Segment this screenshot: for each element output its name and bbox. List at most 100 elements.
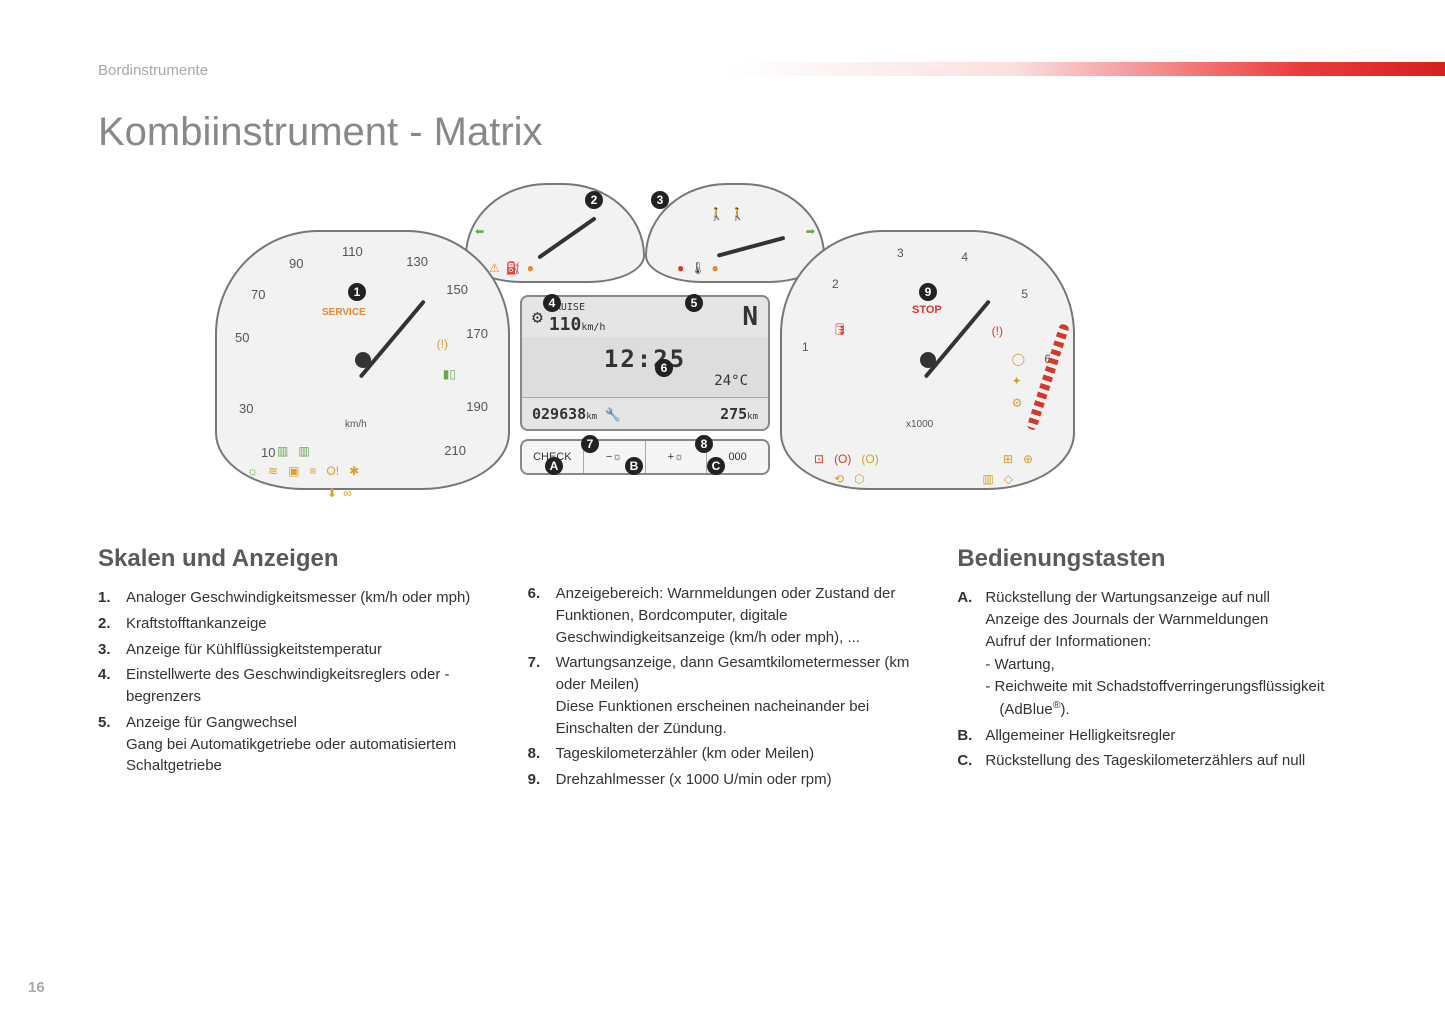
list-6-9: 6.Anzeigebereich: Warnmeldungen oder Zus…	[528, 583, 918, 791]
list-item: 5.Anzeige für GangwechselGang bei Automa…	[98, 712, 488, 777]
list-text: Kraftstofftankanzeige	[126, 613, 488, 635]
section-title-right: Bedienungstasten	[957, 545, 1347, 573]
speedo-tick: 150	[446, 282, 468, 297]
speedo-tick: 190	[466, 399, 488, 414]
spacer	[528, 545, 918, 583]
callout-9: 9	[919, 283, 937, 301]
callout-8: 8	[695, 435, 713, 453]
callout-A: A	[545, 457, 563, 475]
tacho-oil-icon: 🛢	[832, 322, 847, 336]
sublist: Wartung,Reichweite mit Schadstoffverring…	[985, 654, 1347, 720]
speedo-icons-bottom3: ⬇∞	[327, 486, 352, 500]
speedo-tick: 30	[239, 401, 253, 416]
tacho-tick: 4	[961, 250, 968, 264]
tacho-bottom-right2: ▥◇	[982, 472, 1013, 486]
list-abc: A.Rückstellung der Wartungsanzeige auf n…	[957, 587, 1347, 772]
list-item: A.Rückstellung der Wartungsanzeige auf n…	[957, 587, 1347, 721]
list-text: Drehzahlmesser (x 1000 U/min oder rpm)	[556, 769, 918, 791]
speedo-tick: 130	[406, 254, 428, 269]
col-1: Skalen und Anzeigen 1.Analoger Geschwind…	[98, 545, 488, 795]
list-item: 4.Einstellwerte des Geschwindigkeitsregl…	[98, 664, 488, 708]
col-2: 6.Anzeigebereich: Warnmeldungen oder Zus…	[528, 545, 918, 795]
list-text: Rückstellung des Tageskilometerzählers a…	[985, 750, 1347, 772]
cruise-value: 110	[549, 314, 582, 335]
lcd-mid: 12:25 24°C	[522, 337, 768, 397]
list-marker: 2.	[98, 613, 126, 635]
tacho-right-icons: ◯✦⚙	[1012, 352, 1025, 410]
cruise-unit: km/h	[581, 322, 605, 333]
list-item: C.Rückstellung des Tageskilometerzählers…	[957, 750, 1347, 772]
speedo-icons-bottom: ▥▥	[277, 444, 310, 458]
list-marker: 5.	[98, 712, 126, 777]
speedometer: SERVICE km/h 10 30 50 70 90 110 130 150 …	[215, 230, 510, 490]
callout-B: B	[625, 457, 643, 475]
list-text: Einstellwerte des Geschwindigkeitsregler…	[126, 664, 488, 708]
ext-temp: 24°C	[714, 373, 748, 389]
temp-gauge: ➡ ●🌡● 🚶🚶	[645, 183, 825, 283]
section-label: Bordinstrumente	[98, 62, 208, 79]
tacho-bottom-left2: ⟲⬡	[834, 472, 865, 486]
speedo-needle	[358, 299, 425, 378]
fuel-gauge: ⬅ ⚠⛽●	[465, 183, 645, 283]
tachometer: STOP x1000 1 2 3 4 5 6 🛢 (!) ◯✦⚙ ⊡(O)(O)…	[780, 230, 1075, 490]
speedo-hub	[355, 352, 371, 368]
stop-label: STOP	[912, 304, 942, 316]
list-marker: 1.	[98, 587, 126, 609]
text-columns: Skalen und Anzeigen 1.Analoger Geschwind…	[98, 545, 1347, 795]
instrument-figure: ⬅ ⚠⛽● ➡ ●🌡● 🚶🚶 SERVICE km/h 10 30 50 70 …	[205, 175, 1085, 505]
list-text: Tageskilometerzähler (km oder Meilen)	[556, 743, 918, 765]
header: Bordinstrumente	[98, 62, 1445, 80]
list-text: Anzeigebereich: Warnmeldungen oder Zusta…	[556, 583, 918, 648]
list-text: Rückstellung der Wartungsanzeige auf nul…	[985, 587, 1347, 721]
list-item: 9.Drehzahlmesser (x 1000 U/min oder rpm)	[528, 769, 918, 791]
cluster: ⬅ ⚠⛽● ➡ ●🌡● 🚶🚶 SERVICE km/h 10 30 50 70 …	[205, 175, 1085, 505]
list-marker: 8.	[528, 743, 556, 765]
tacho-unit: x1000	[906, 419, 933, 430]
fuel-warn-icons: ⚠⛽●	[489, 261, 534, 275]
list-item: 7.Wartungsanzeige, dann Gesamtkilometerm…	[528, 652, 918, 739]
sublist-item: Reichweite mit Schadstoffverringerungsfl…	[985, 676, 1347, 721]
list-1-5: 1.Analoger Geschwindigkeitsmesser (km/h …	[98, 587, 488, 777]
list-item: 3.Anzeige für Kühlflüssigkeitstemperatur	[98, 639, 488, 661]
list-item: 1.Analoger Geschwindigkeitsmesser (km/h …	[98, 587, 488, 609]
seatbelt-icons: 🚶🚶	[709, 207, 745, 221]
tacho-tick: 3	[897, 246, 904, 260]
speedo-icons-right: (!)	[437, 337, 448, 351]
center-stack: ⚙ CRUISE 110km/h N 12:25 24°C 029638km 🔧…	[520, 295, 770, 485]
list-text: Analoger Geschwindigkeitsmesser (km/h od…	[126, 587, 488, 609]
list-text: Wartungsanzeige, dann Gesamtkilometermes…	[556, 652, 918, 739]
list-marker: B.	[957, 725, 985, 747]
list-marker: 9.	[528, 769, 556, 791]
service-label: SERVICE	[322, 307, 366, 318]
callout-2: 2	[585, 191, 603, 209]
col-3: Bedienungstasten A.Rückstellung der Wart…	[957, 545, 1347, 795]
speedo-unit: km/h	[345, 419, 367, 430]
speedo-tick: 90	[289, 256, 303, 271]
clock: 12:25	[604, 345, 686, 373]
tacho-hub	[920, 352, 936, 368]
fuel-needle	[538, 216, 598, 259]
callout-7: 7	[581, 435, 599, 453]
tacho-bottom-right: ⊞⊕	[1003, 452, 1033, 466]
speedo-tick: 50	[235, 330, 249, 345]
page-title: Kombiinstrument - Matrix	[98, 110, 543, 155]
list-item: 2.Kraftstofftankanzeige	[98, 613, 488, 635]
list-text: Anzeige für GangwechselGang bei Automati…	[126, 712, 488, 777]
list-marker: 3.	[98, 639, 126, 661]
lcd-panel: ⚙ CRUISE 110km/h N 12:25 24°C 029638km 🔧…	[520, 295, 770, 431]
trip: 275	[720, 405, 747, 423]
speedo-tick: 70	[251, 287, 265, 302]
callout-5: 5	[685, 294, 703, 312]
speedo-tick: 110	[342, 244, 363, 259]
list-marker: A.	[957, 587, 985, 721]
sublist-item: Wartung,	[985, 654, 1347, 676]
odometer: 029638	[532, 405, 586, 423]
tacho-brake-icon: (!)	[992, 324, 1003, 338]
list-marker: 4.	[98, 664, 126, 708]
page-number: 16	[28, 979, 45, 996]
list-text: Anzeige für Kühlflüssigkeitstemperatur	[126, 639, 488, 661]
tacho-tick: 5	[1021, 287, 1028, 301]
header-gradient	[725, 62, 1445, 76]
turn-left-icon: ⬅	[475, 225, 484, 238]
list-item: 8.Tageskilometerzähler (km oder Meilen)	[528, 743, 918, 765]
